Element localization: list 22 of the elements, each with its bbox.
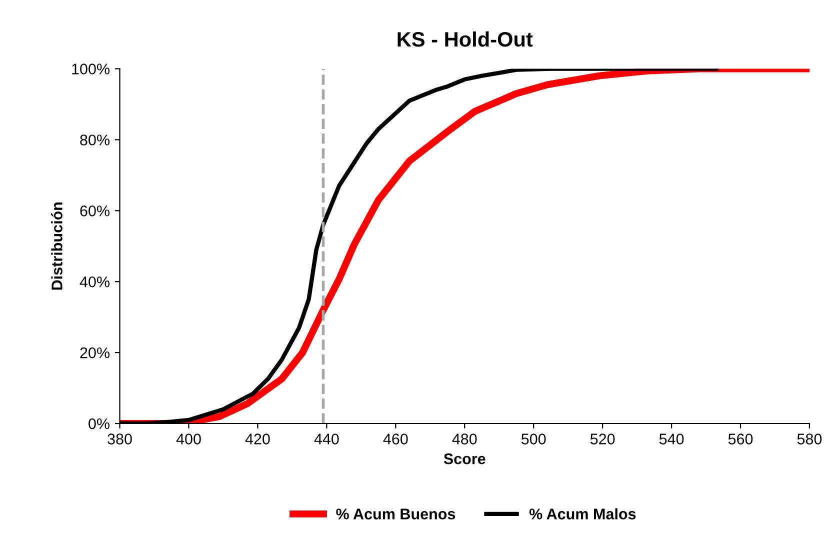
legend-label: % Acum Buenos — [336, 508, 456, 520]
x-tick-label: 400 — [176, 434, 201, 444]
x-tick-label: 440 — [314, 434, 339, 444]
x-tick-label: 560 — [728, 434, 753, 444]
x-tick-label: 580 — [797, 434, 822, 444]
y-axis-title: Distribución — [51, 202, 62, 290]
x-tick-label: 540 — [659, 434, 684, 444]
chart-title: KS - Hold-Out — [398, 31, 533, 47]
y-tick-label: 80% — [80, 134, 110, 146]
x-axis-title: Score — [444, 453, 486, 464]
x-tick-label: 460 — [383, 434, 408, 444]
y-tick-label: 100% — [72, 64, 110, 74]
x-tick-label: 520 — [590, 434, 615, 444]
y-tick-label: 20% — [80, 347, 110, 358]
y-tick-label: 60% — [80, 206, 110, 216]
x-tick-label: 420 — [245, 434, 270, 444]
x-tick-label: 500 — [521, 434, 546, 444]
x-tick-label: 380 — [108, 434, 132, 444]
y-tick-label: 0% — [88, 418, 110, 430]
y-tick-label: 40% — [80, 276, 110, 288]
x-tick-label: 480 — [452, 434, 477, 444]
legend-label: % Acum Malos — [529, 508, 636, 520]
